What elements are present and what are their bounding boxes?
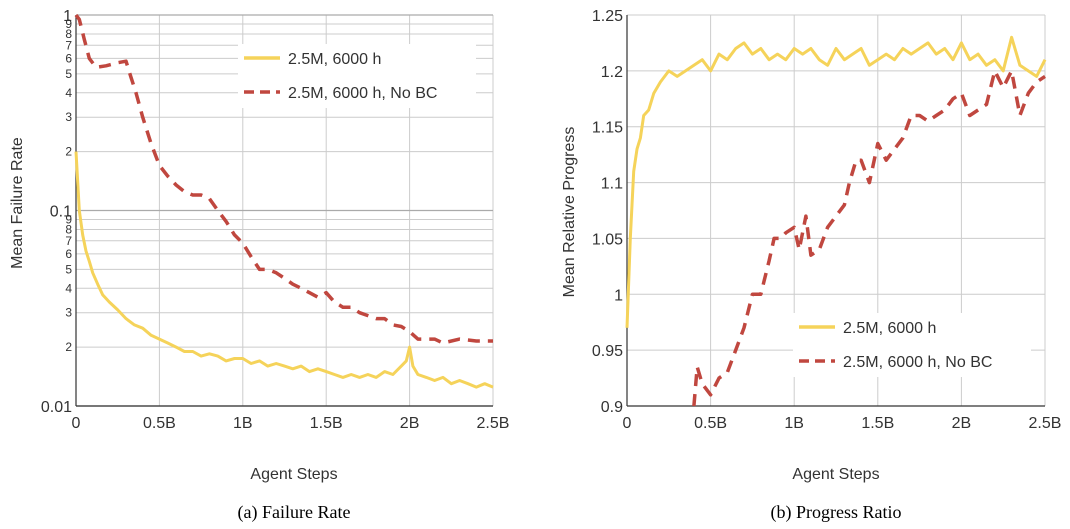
left-y-axis-label: Mean Failure Rate bbox=[9, 137, 26, 269]
y-minor-tick-label: 6 bbox=[65, 247, 72, 261]
legend-box bbox=[793, 313, 1031, 377]
x-tick-label: 2.5B bbox=[477, 415, 510, 432]
y-minor-tick-label: 7 bbox=[65, 234, 72, 248]
right-grid bbox=[626, 14, 1046, 407]
y-minor-tick-label: 4 bbox=[65, 86, 72, 100]
y-minor-tick-label: 2 bbox=[65, 340, 72, 354]
x-tick-label: 2.5B bbox=[1029, 415, 1062, 432]
y-minor-tick-label: 5 bbox=[65, 262, 72, 276]
series-line-baseline bbox=[74, 151, 494, 389]
y-tick-label: 0.9 bbox=[601, 399, 623, 416]
y-minor-tick-label: 4 bbox=[65, 281, 72, 295]
right-series bbox=[625, 35, 1047, 407]
x-tick-label: 2B bbox=[952, 415, 972, 432]
y-minor-tick-label: 7 bbox=[65, 38, 72, 52]
right-x-axis-label: Agent Steps bbox=[792, 466, 879, 483]
failure-rate-chart: 0 0.5B 1B 1.5B 2B 2.5B 23456789234567890.010.… bbox=[9, 8, 509, 523]
y-tick-label: 1 bbox=[614, 287, 623, 304]
legend-label: 2.5M, 6000 h bbox=[843, 320, 936, 337]
y-major-tick-label: 1 bbox=[63, 8, 72, 25]
right-x-ticks: 0 0.5B 1B 1.5B 2B 2.5B bbox=[623, 415, 1062, 432]
y-tick-label: 1.15 bbox=[592, 120, 623, 137]
series-line-baseline bbox=[625, 35, 1047, 328]
x-tick-label: 1.5B bbox=[861, 415, 894, 432]
y-tick-label: 1.05 bbox=[592, 231, 623, 248]
legend-label: 2.5M, 6000 h bbox=[288, 51, 381, 68]
y-major-tick-label: 0.1 bbox=[50, 204, 72, 221]
y-minor-tick-label: 9 bbox=[65, 17, 72, 31]
x-tick-label: 1.5B bbox=[310, 415, 343, 432]
y-minor-tick-label: 9 bbox=[65, 212, 72, 226]
y-major-tick-label: 0.01 bbox=[41, 399, 72, 416]
y-minor-tick-label: 5 bbox=[65, 67, 72, 81]
right-caption: (b) Progress Ratio bbox=[771, 502, 902, 523]
y-minor-tick-label: 3 bbox=[65, 110, 72, 124]
left-caption: (a) Failure Rate bbox=[238, 502, 351, 523]
x-tick-label: 0 bbox=[72, 415, 81, 432]
progress-ratio-chart: 0 0.5B 1B 1.5B 2B 2.5B 0.9 0.95 1 1.05 1.1 1.15 1.2… bbox=[561, 8, 1061, 523]
y-tick-label: 1.1 bbox=[601, 176, 623, 193]
y-tick-label: 1.25 bbox=[592, 8, 623, 25]
legend-label: 2.5M, 6000 h, No BC bbox=[843, 354, 992, 371]
right-legend: 2.5M, 6000 h 2.5M, 6000 h, No BC bbox=[793, 313, 1031, 377]
y-tick-label: 0.95 bbox=[592, 343, 623, 360]
x-tick-label: 0.5B bbox=[694, 415, 727, 432]
right-y-axis-label: Mean Relative Progress bbox=[561, 127, 578, 298]
series-line-no-bc bbox=[692, 69, 1046, 407]
y-minor-tick-label: 3 bbox=[65, 306, 72, 320]
legend-box bbox=[238, 44, 476, 108]
series-line-no-bc bbox=[74, 13, 493, 345]
x-tick-label: 1B bbox=[233, 415, 253, 432]
y-minor-tick-label: 8 bbox=[65, 27, 72, 41]
left-x-ticks: 0 0.5B 1B 1.5B 2B 2.5B bbox=[72, 415, 510, 432]
x-tick-label: 0 bbox=[623, 415, 632, 432]
y-minor-tick-label: 6 bbox=[65, 51, 72, 65]
x-tick-label: 2B bbox=[400, 415, 420, 432]
y-tick-label: 1.2 bbox=[601, 64, 623, 81]
y-minor-tick-label: 8 bbox=[65, 222, 72, 236]
y-minor-tick-label: 2 bbox=[65, 145, 72, 159]
x-tick-label: 1B bbox=[784, 415, 804, 432]
right-y-ticks: 0.9 0.95 1 1.05 1.1 1.15 1.2 1.25 bbox=[592, 8, 623, 416]
left-x-axis-label: Agent Steps bbox=[250, 466, 337, 483]
left-legend: 2.5M, 6000 h 2.5M, 6000 h, No BC bbox=[238, 44, 476, 108]
legend-label: 2.5M, 6000 h, No BC bbox=[288, 85, 437, 102]
left-series bbox=[74, 13, 494, 389]
x-tick-label: 0.5B bbox=[143, 415, 176, 432]
